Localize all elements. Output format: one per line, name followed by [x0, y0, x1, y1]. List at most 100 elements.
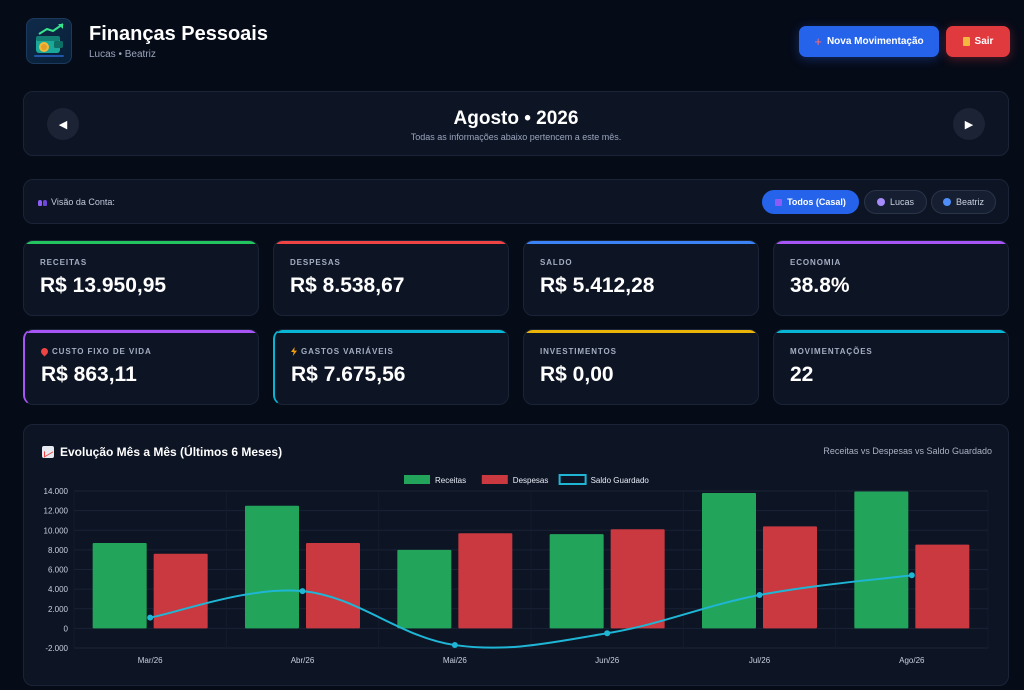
x-tick-label: Jul/26	[749, 656, 771, 665]
despesas-bar	[915, 544, 970, 629]
card-investimentos: INVESTIMENTOS R$ 0,00	[523, 329, 759, 405]
card-despesas: DESPESAS R$ 8.538,67	[273, 240, 509, 316]
y-tick-label: 14.000	[44, 487, 69, 496]
despesas-bar	[763, 526, 817, 629]
legend-swatch	[404, 475, 430, 484]
account-view-bar: Visão da Conta: Todos (Casal) Lucas Beat…	[23, 179, 1009, 224]
y-tick-label: 6.000	[48, 566, 69, 575]
triangle-right-icon: ▶	[964, 118, 974, 131]
purple-circle-icon	[876, 198, 885, 206]
monthly-evolution-chart-panel: Evolução Mês a Mês (Últimos 6 Meses) Rec…	[23, 424, 1009, 686]
saldo-point	[908, 572, 915, 579]
new-transaction-label: Nova Movimentação	[826, 36, 924, 47]
card-saldo: SALDO R$ 5.412,28	[523, 240, 759, 316]
chart-note: Receitas vs Despesas vs Saldo Guardado	[823, 446, 992, 456]
triangle-left-icon: ◀	[58, 118, 68, 131]
saldo-point	[451, 642, 458, 649]
people-icon	[775, 198, 783, 206]
card-label: INVESTIMENTOS	[540, 347, 617, 356]
card-receitas: RECEITAS R$ 13.950,95	[23, 240, 259, 316]
filter-lucas[interactable]: Lucas	[864, 190, 927, 214]
month-subtitle: Todas as informações abaixo pertencem a …	[410, 132, 622, 142]
card-economia: ECONOMIA 38.8%	[773, 240, 1009, 316]
card-gastos-variaveis: GASTOS VARIÁVEIS R$ 7.675,56	[273, 329, 509, 405]
legend-label: Despesas	[513, 476, 549, 485]
card-movimentacoes: MOVIMENTAÇÕES 22	[773, 329, 1009, 405]
card-label: SALDO	[540, 258, 573, 267]
despesas-bar	[153, 553, 208, 629]
card-value: 22	[790, 363, 814, 386]
app-title: Finanças Pessoais	[89, 23, 268, 45]
plus-icon: +	[814, 34, 822, 49]
card-custo-fixo: CUSTO FIXO DE VIDA R$ 863,11	[23, 329, 259, 405]
x-tick-label: Mai/26	[443, 656, 468, 665]
card-value: R$ 5.412,28	[540, 274, 655, 297]
account-view-label-wrap: Visão da Conta:	[38, 197, 115, 207]
card-value: 38.8%	[790, 274, 850, 297]
new-transaction-button[interactable]: + Nova Movimentação	[799, 26, 939, 57]
chart-title-wrap: Evolução Mês a Mês (Últimos 6 Meses)	[42, 445, 282, 459]
card-label: GASTOS VARIÁVEIS	[301, 347, 394, 356]
x-tick-label: Ago/26	[899, 656, 925, 665]
card-label-wrap: CUSTO FIXO DE VIDA	[39, 346, 152, 357]
x-tick-label: Mar/26	[138, 656, 163, 665]
receitas-bar	[549, 534, 604, 629]
pin-icon	[39, 346, 50, 357]
app-subtitle: Lucas • Beatriz	[89, 49, 156, 60]
filter-lucas-label: Lucas	[889, 197, 915, 207]
door-icon	[962, 37, 970, 46]
despesas-bar	[458, 533, 513, 629]
card-value: R$ 8.538,67	[290, 274, 405, 297]
y-tick-label: -2.000	[45, 644, 68, 653]
account-view-label: Visão da Conta:	[51, 197, 115, 207]
card-label: ECONOMIA	[790, 258, 842, 267]
monthly-evolution-chart: -2.000 0 2.000 4.000 6.000 8.000 10.000 12.000 1…	[44, 474, 989, 665]
previous-month-button[interactable]: ◀	[47, 108, 79, 140]
chart-title: Evolução Mês a Mês (Últimos 6 Meses)	[60, 445, 283, 459]
y-tick-label: 10.000	[44, 526, 69, 535]
month-title: Agosto • 2026	[453, 108, 579, 129]
filter-all-couple[interactable]: Todos (Casal)	[762, 190, 859, 214]
y-tick-label: 0	[64, 624, 69, 633]
saldo-point	[299, 588, 306, 595]
filter-all-label: Todos (Casal)	[787, 197, 846, 207]
legend-swatch	[481, 475, 508, 484]
y-tick-label: 12.000	[44, 507, 69, 516]
legend-label: Receitas	[435, 476, 466, 485]
card-label: DESPESAS	[290, 258, 341, 267]
receitas-bar	[92, 543, 147, 629]
card-value: R$ 863,11	[41, 363, 137, 386]
card-label: MOVIMENTAÇÕES	[790, 347, 873, 356]
card-label: RECEITAS	[40, 258, 88, 267]
chart-trend-icon	[42, 446, 54, 458]
card-value: R$ 0,00	[540, 363, 614, 386]
next-month-button[interactable]: ▶	[953, 108, 985, 140]
receitas-bar	[397, 549, 452, 629]
saldo-point	[756, 592, 763, 599]
filter-beatriz-label: Beatriz	[955, 197, 984, 207]
bolt-icon	[291, 347, 297, 356]
blue-circle-icon	[942, 198, 951, 206]
saldo-line	[149, 574, 912, 649]
people-icon	[38, 199, 47, 206]
receitas-bar	[702, 492, 756, 629]
card-label: CUSTO FIXO DE VIDA	[52, 347, 152, 356]
legend-label: Saldo Guardado	[591, 476, 650, 485]
exit-label: Sair	[974, 36, 994, 47]
despesas-bar	[610, 529, 665, 629]
saldo-point	[147, 614, 154, 621]
x-tick-label: Abr/26	[291, 656, 315, 665]
y-tick-label: 2.000	[48, 605, 69, 614]
receitas-bar	[854, 491, 909, 629]
wallet-chart-icon	[34, 23, 64, 57]
card-value: R$ 7.675,56	[291, 363, 406, 386]
filter-beatriz[interactable]: Beatriz	[931, 190, 996, 214]
month-selector: ◀ Agosto • 2026 Todas as informações aba…	[23, 91, 1009, 156]
app-logo	[26, 18, 72, 64]
legend-swatch	[558, 474, 587, 485]
card-label-wrap: GASTOS VARIÁVEIS	[291, 347, 394, 356]
saldo-point	[604, 630, 611, 637]
app-header: Finanças Pessoais Lucas • Beatriz + Nova…	[26, 18, 1010, 66]
card-value: R$ 13.950,95	[40, 274, 167, 297]
exit-button[interactable]: Sair	[946, 26, 1010, 57]
